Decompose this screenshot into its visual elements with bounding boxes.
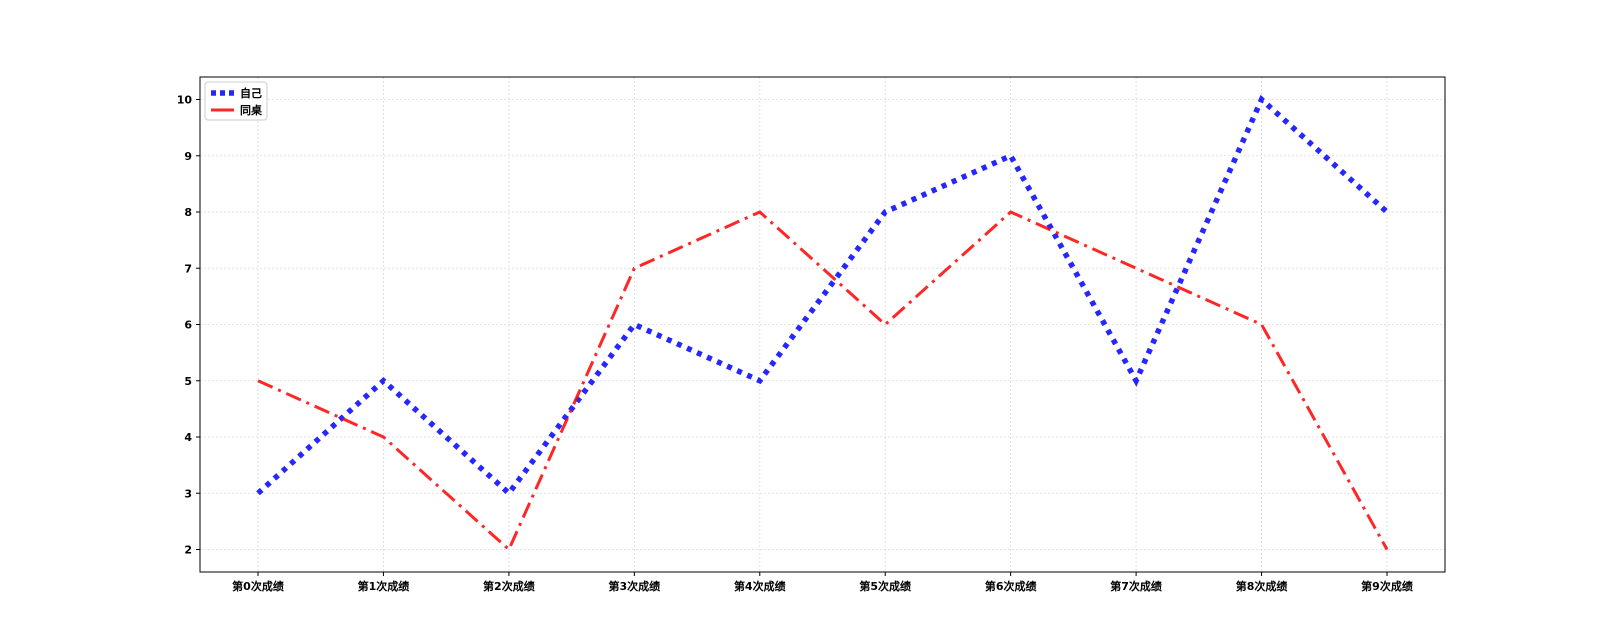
y-tick-label: 2 xyxy=(184,544,192,557)
series-line-1 xyxy=(257,210,1389,552)
x-tick-label: 第6次成绩 xyxy=(985,579,1037,593)
y-tick-label: 3 xyxy=(184,487,192,500)
x-tick-label: 第7次成绩 xyxy=(1110,579,1162,593)
x-tick-label: 第0次成绩 xyxy=(232,579,284,593)
legend-label-0: 自己 xyxy=(240,86,262,100)
y-tick-label: 6 xyxy=(184,319,192,332)
series-line-0 xyxy=(256,94,1389,498)
y-tick-label: 4 xyxy=(184,431,192,444)
grid-lines xyxy=(200,77,1445,572)
y-tick-label: 9 xyxy=(184,150,192,163)
x-tick-label: 第9次成绩 xyxy=(1361,579,1413,593)
x-tick-label: 第4次成绩 xyxy=(734,579,786,593)
x-tick-label: 第2次成绩 xyxy=(483,579,535,593)
legend-label-1: 同桌 xyxy=(240,103,263,117)
x-tick-label: 第8次成绩 xyxy=(1236,579,1288,593)
y-tick-label: 8 xyxy=(184,206,192,219)
x-tick-label: 第3次成绩 xyxy=(609,579,661,593)
plot-area xyxy=(200,77,1445,572)
x-tick-label: 第1次成绩 xyxy=(358,579,410,593)
x-tick-label: 第5次成绩 xyxy=(859,579,911,593)
y-tick-label: 7 xyxy=(184,262,192,275)
y-tick-label: 5 xyxy=(184,375,192,388)
axes: 第0次成绩 第1次成绩 第2次成绩 第3次成绩 第4次成绩 第5次成绩 第6次成绩 第7次成绩… xyxy=(177,94,1413,594)
y-tick-label: 10 xyxy=(177,94,193,107)
series-lines xyxy=(256,94,1389,552)
